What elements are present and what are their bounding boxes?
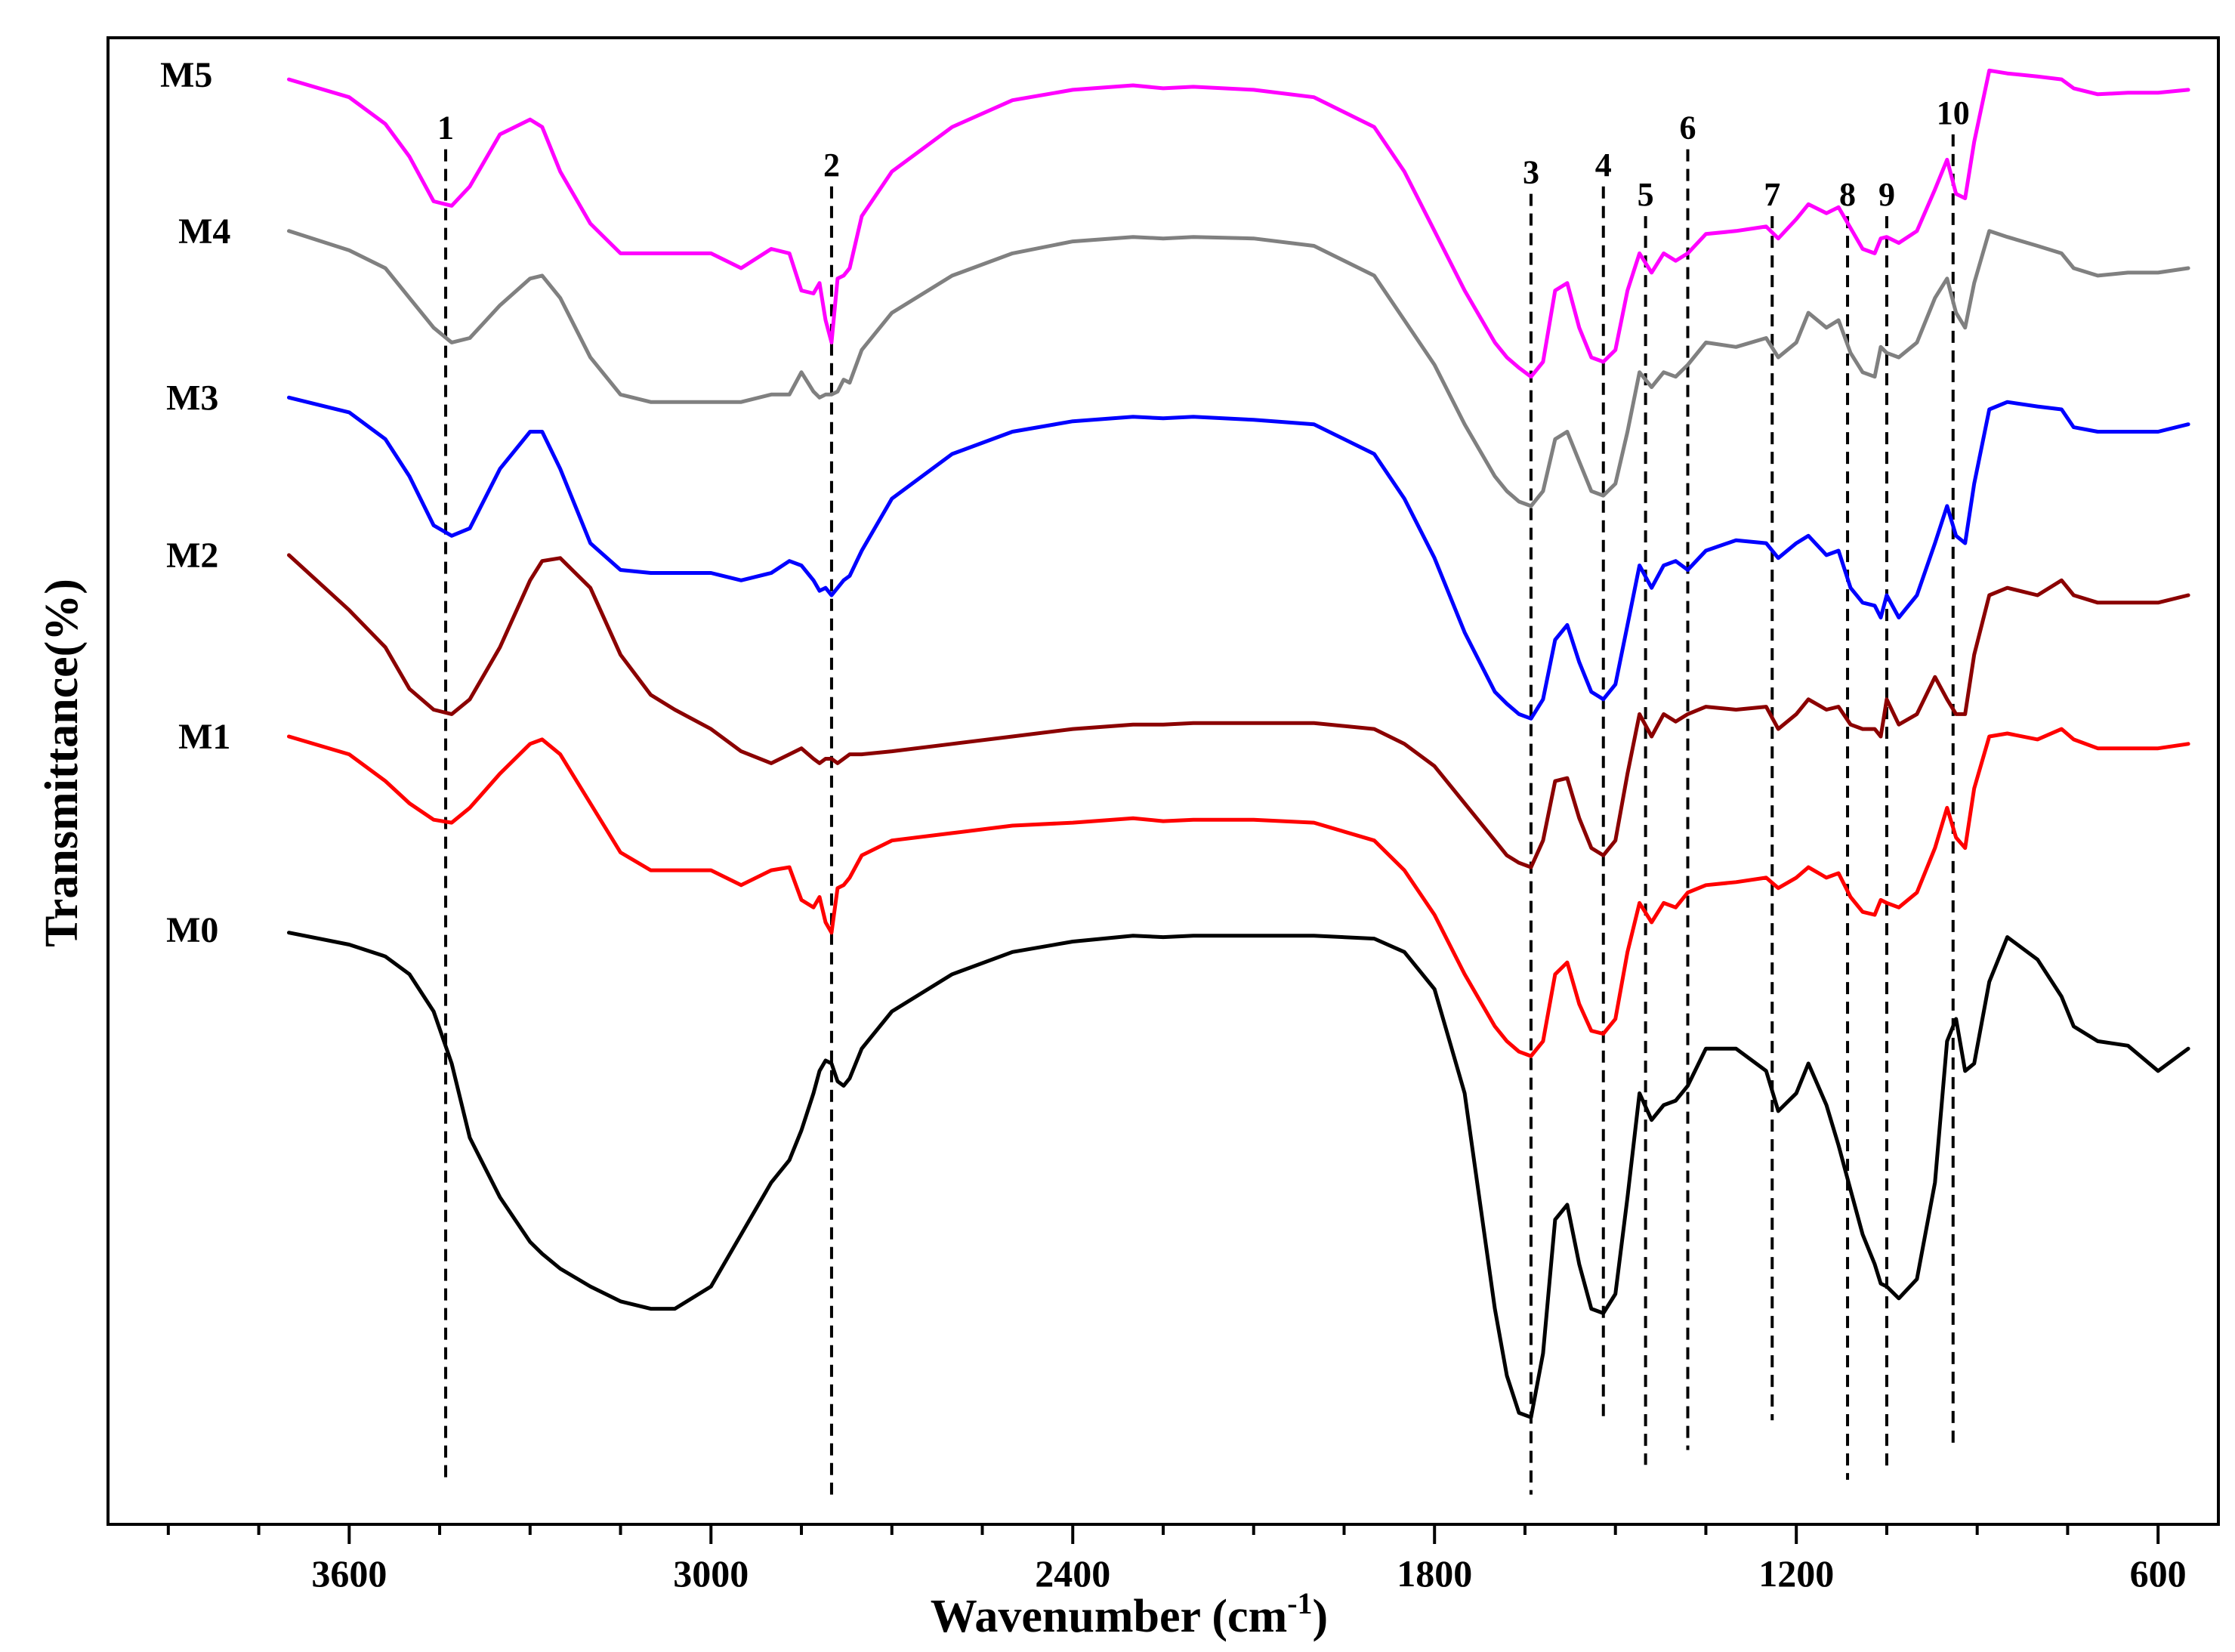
peak-label-7: 7 — [1764, 176, 1780, 213]
plot-frame — [107, 36, 2220, 1526]
series-line-m1 — [287, 727, 2190, 1058]
x-axis-title-close: ) — [1313, 1591, 1329, 1642]
peak-label-4: 4 — [1595, 147, 1612, 184]
peak-label-10: 10 — [1937, 94, 1970, 131]
series-line-m5 — [287, 68, 2190, 379]
peak-markers: 1 2 3 456 7 8 9 10 — [437, 94, 1970, 1495]
series-line-m3 — [287, 395, 2190, 721]
spectra-series — [287, 68, 2190, 1419]
series-label-m5: M5 — [160, 55, 212, 95]
x-tick-label: 3600 — [311, 1552, 387, 1595]
series-label-m0: M0 — [166, 910, 218, 950]
peak-label-2: 2 — [823, 147, 840, 184]
peak-label-5: 5 — [1638, 176, 1654, 213]
x-axis-title: Wavenumber (cm-1) — [931, 1586, 1328, 1642]
series-line-m0 — [287, 931, 2190, 1419]
x-axis-title-superscript: -1 — [1287, 1586, 1312, 1620]
x-tick-label: 600 — [2130, 1552, 2187, 1595]
series-labels: M5 M4 M3 M2 M1 M0 — [160, 55, 230, 950]
x-tick-label: 2400 — [1035, 1552, 1110, 1595]
series-label-m1: M1 — [178, 717, 230, 757]
series-label-m2: M2 — [166, 536, 218, 576]
peak-label-6: 6 — [1680, 110, 1696, 147]
series-line-m4 — [287, 229, 2190, 508]
peak-label-3: 3 — [1523, 154, 1539, 191]
x-axis-title-text: Wavenumber (cm — [931, 1591, 1287, 1642]
peak-label-9: 9 — [1878, 176, 1895, 213]
x-tick-label: 1200 — [1758, 1552, 1834, 1595]
peak-label-8: 8 — [1839, 176, 1856, 213]
peak-label-1: 1 — [437, 110, 454, 147]
series-label-m3: M3 — [166, 378, 218, 418]
x-axis-ticks: 3600 3000 2400 1800 1200 600 — [166, 1524, 2187, 1595]
x-tick-label: 3000 — [673, 1552, 749, 1595]
series-line-m2 — [287, 553, 2190, 869]
series-label-m4: M4 — [178, 212, 230, 252]
y-axis-title: Transmittance(%) — [36, 579, 88, 947]
x-tick-label: 1800 — [1397, 1552, 1472, 1595]
